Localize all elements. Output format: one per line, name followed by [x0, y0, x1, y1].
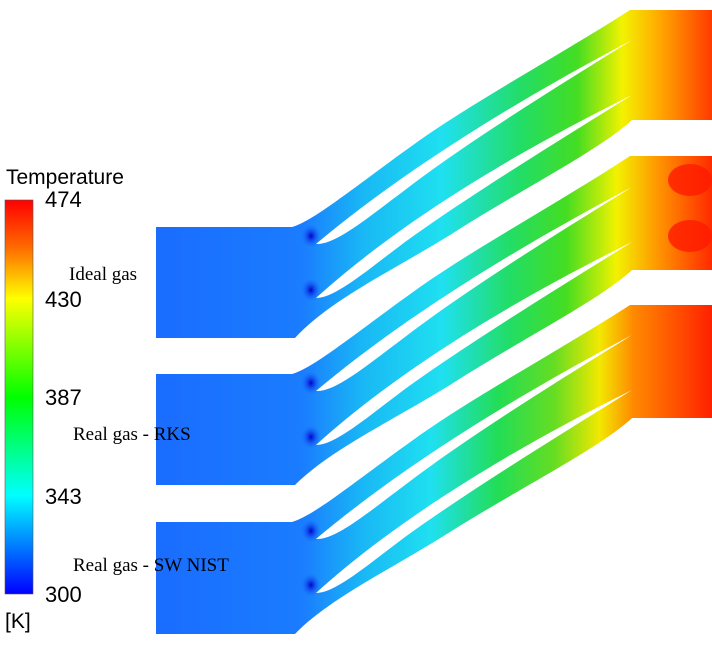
- case-real-gas-rks-contour: [156, 156, 712, 485]
- case-label-real-gas-sw-nist: Real gas - SW NIST: [73, 555, 229, 576]
- case-ideal-gas-contour: [156, 10, 712, 338]
- colorbar-tick-min: 300: [45, 582, 82, 607]
- colorbar-tick-343: 343: [45, 484, 82, 509]
- colorbar-tick-max: 474: [45, 187, 82, 212]
- case-label-real-gas-rks: Real gas - RKS: [73, 424, 191, 445]
- case-label-ideal-gas: Ideal gas: [69, 264, 138, 285]
- colorbar-unit: [K]: [5, 610, 31, 633]
- colorbar-tick-387: 387: [45, 385, 82, 410]
- colorbar-tick-430: 430: [45, 287, 82, 312]
- legend-title: Temperature: [6, 166, 124, 189]
- case-real-gas-sw-nist-contour: [156, 305, 712, 634]
- colorbar: [4, 199, 34, 595]
